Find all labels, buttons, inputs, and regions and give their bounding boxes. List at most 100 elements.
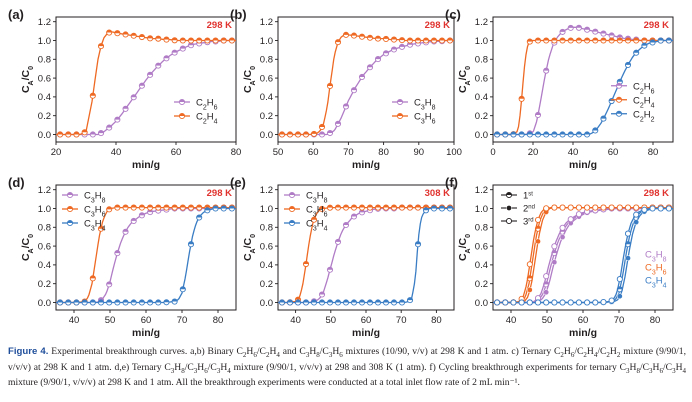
- data-point-C3H6: [543, 205, 550, 212]
- data-point-C3H6: [196, 204, 203, 211]
- data-point-C2H4: [106, 29, 113, 36]
- y-tick-label: 1.2: [38, 17, 51, 28]
- data-point-C2H4: [147, 35, 154, 42]
- data-point-C3H4: [334, 299, 342, 306]
- data-point-C3H6: [179, 204, 186, 211]
- data-point-C2H4: [212, 37, 219, 44]
- y-tick-label: 0.6: [475, 73, 488, 84]
- y-tick-label: 0.4: [260, 92, 273, 103]
- data-point-C3H6: [334, 39, 342, 46]
- breakthrough-charts: 20 40 60 80 0.0 0.2 0.4 0.6 0.8 1.0 1.2 min/g CA/C0 (…: [8, 7, 674, 339]
- data-point-C3H4: [633, 211, 640, 218]
- data-point-C2H4: [65, 131, 72, 138]
- data-point-C3H6: [406, 204, 414, 211]
- legend-label: 2nd: [523, 204, 535, 215]
- plot-area: [278, 31, 454, 138]
- plot-frame: [55, 16, 237, 143]
- data-point-C3H8: [390, 46, 398, 53]
- data-point-C3H6: [286, 131, 294, 138]
- data-point-C2H4: [114, 30, 121, 37]
- y-tick-label: 0.2: [260, 111, 273, 122]
- data-point-C2H4: [204, 37, 211, 44]
- data-point-C3H8: [559, 224, 566, 231]
- data-point-C2H4: [543, 37, 550, 44]
- figure-label: Figure 4.: [8, 346, 49, 357]
- panel-label: (d): [8, 175, 25, 190]
- data-point-C3H4: [171, 298, 178, 305]
- y-tick-label: 1.0: [38, 204, 51, 215]
- data-point-C2H4: [138, 33, 145, 41]
- data-point-C3H4: [326, 299, 334, 306]
- data-point-C2H4: [97, 43, 105, 50]
- legend-label: C2H4: [196, 112, 218, 126]
- data-point-C3H4: [502, 299, 509, 306]
- legend-marker: [506, 205, 512, 211]
- data-point-C3H8: [350, 213, 358, 220]
- data-point-C3H6: [374, 204, 382, 211]
- data-point-C3H6: [422, 37, 430, 44]
- legend-marker: [66, 191, 74, 199]
- data-point-C3H6: [438, 37, 446, 44]
- series-line-C3H4: [278, 207, 454, 304]
- data-point-C2H2: [502, 131, 509, 138]
- y-tick-label: 0.6: [260, 241, 273, 252]
- data-point-C3H4: [518, 299, 525, 306]
- data-point-C3H4: [318, 299, 326, 306]
- data-point-C2H2: [649, 39, 656, 46]
- y-tick-label: 0.8: [475, 55, 488, 66]
- legend-label: C2H2: [633, 109, 655, 123]
- data-point-C3H6: [430, 37, 438, 44]
- plot-frame: [277, 16, 455, 143]
- data-point-C3H6: [114, 204, 121, 211]
- data-point-C3H6: [575, 204, 582, 211]
- data-point-C3H6: [616, 204, 623, 211]
- x-tick-label: 90: [414, 147, 425, 158]
- temperature-label: 298 K: [644, 188, 669, 199]
- data-point-C3H8: [575, 211, 582, 218]
- data-point-C3H6: [294, 131, 302, 138]
- data-point-C3H6: [187, 204, 195, 211]
- plot-frame: [492, 16, 674, 143]
- x-tick-label: 70: [177, 315, 188, 326]
- y-axis-label: CA/C0: [457, 66, 472, 93]
- y-axis-label: CA/C0: [457, 234, 472, 261]
- x-tick-label: 80: [231, 147, 242, 158]
- y-tick-label: 0.2: [38, 111, 51, 122]
- data-point-C3H4: [649, 205, 656, 212]
- y-tick-label: 0.0: [38, 130, 51, 141]
- data-point-C3H4: [633, 219, 640, 225]
- x-tick-label: 80: [648, 147, 659, 158]
- data-point-C3H4: [625, 255, 631, 261]
- data-point-C3H6: [390, 36, 398, 43]
- y-tick-label: 0.4: [38, 92, 51, 103]
- legend-marker: [615, 96, 623, 103]
- data-point-C3H4: [584, 299, 591, 306]
- data-point-C2H6: [179, 45, 186, 52]
- data-point-C3H4: [494, 299, 501, 306]
- data-point-C3H8: [326, 266, 334, 273]
- data-point-C3H8: [130, 217, 137, 224]
- x-tick-label: 50: [542, 315, 553, 326]
- legend-marker: [288, 191, 296, 199]
- data-point-C3H4: [600, 299, 607, 306]
- data-point-C2H4: [551, 37, 558, 44]
- data-point-C2H2: [592, 127, 599, 134]
- data-point-C3H8: [350, 87, 358, 94]
- data-point-C2H6: [122, 105, 129, 112]
- y-tick-label: 1.2: [260, 17, 273, 28]
- data-point-C3H8: [334, 238, 342, 245]
- legend-marker: [505, 217, 513, 225]
- temperature-label: 308 K: [425, 188, 450, 199]
- legend-label: C3H4: [84, 219, 106, 233]
- y-axis-label: CA/C0: [242, 234, 257, 261]
- data-point-C3H8: [358, 209, 366, 216]
- x-tick-label: 100: [446, 147, 462, 158]
- temperature-label: 298 K: [207, 20, 232, 31]
- data-point-C3H8: [543, 289, 550, 296]
- series-label: C3H8: [645, 250, 667, 264]
- data-point-C2H4: [518, 95, 525, 102]
- data-point-C3H4: [196, 214, 203, 221]
- data-point-C3H4: [592, 299, 599, 306]
- x-axis-label: min/g: [132, 159, 160, 171]
- y-axis-label: CA/C0: [242, 66, 257, 93]
